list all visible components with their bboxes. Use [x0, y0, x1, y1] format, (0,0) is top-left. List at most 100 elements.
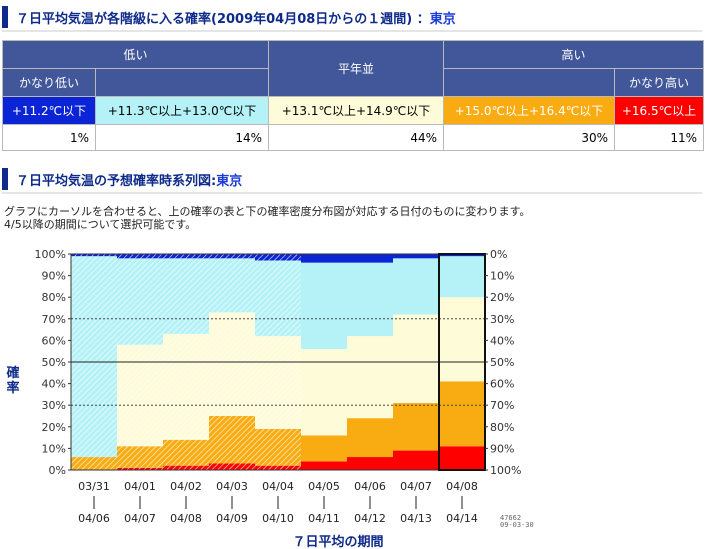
bar-segment-1-04-07 — [393, 450, 439, 470]
hatch-overlay-3-04-02 — [163, 333, 209, 440]
description-line-2: 4/5以降の期間について選択可能です。 — [4, 218, 197, 231]
period-end-label: 04/12 — [354, 512, 386, 525]
period-start-label: 03/31 — [78, 480, 110, 493]
very-high-header: かなり高い — [614, 68, 704, 97]
hatch-overlay-5-04-04 — [255, 254, 301, 261]
left-tick-label: 60% — [42, 334, 66, 347]
prob-normal: 44% — [268, 124, 444, 151]
period-end-label: 04/06 — [78, 512, 110, 525]
bar-segment-5-04-06 — [347, 254, 393, 263]
bar-segment-4-04-05 — [301, 262, 347, 350]
right-tick-label: 50% — [490, 356, 514, 369]
timeseries-header: ７日平均気温の予想確率時系列図:東京 — [2, 166, 702, 194]
prob-high: 30% — [443, 124, 615, 151]
y-axis-label: 確 — [6, 365, 19, 381]
hatch-overlay-1-04-01 — [117, 467, 163, 470]
right-tick-label: 10% — [490, 270, 514, 283]
period-end-label: 04/10 — [262, 512, 294, 525]
bar-segment-1-04-08 — [439, 446, 485, 470]
right-tick-label: 40% — [490, 334, 514, 347]
period-start-label: 04/02 — [170, 480, 202, 493]
hatch-overlay-4-04-01 — [117, 258, 163, 345]
prob-very-low: 1% — [2, 124, 96, 151]
hatch-overlay-3-04-04 — [255, 336, 301, 429]
stamp-station: 47662 — [500, 514, 521, 522]
right-tick-label: 20% — [490, 291, 514, 304]
period-start-label: 04/07 — [400, 480, 432, 493]
probability-table: 低い 平年並 高い かなり低い かなり高い +11.2℃以下 +11.3℃以上+… — [2, 40, 704, 151]
period-start-label: 04/03 — [216, 480, 248, 493]
hatch-overlay-4-04-02 — [163, 258, 209, 334]
left-tick-label: 0% — [49, 464, 66, 477]
left-tick-label: 40% — [42, 378, 66, 391]
range-very-low: +11.2℃以下 — [2, 96, 96, 125]
range-row: +11.2℃以下 +11.3℃以上+13.0℃以下 +13.1℃以上+14.9℃… — [2, 96, 704, 125]
chart-description: グラフにカーソルを合わせると、上の確率の表と下の確率密度分布図が対応する日付のも… — [4, 205, 530, 231]
hatch-overlay-2-04-03 — [209, 416, 255, 464]
hatch-overlay-2-04-02 — [163, 439, 209, 466]
timeseries-title: ７日平均気温の予想確率時系列図:東京 — [16, 174, 243, 189]
hatch-overlay-5-04-02 — [163, 254, 209, 259]
description-line-1: グラフにカーソルを合わせると、上の確率の表と下の確率密度分布図が対応する日付のも… — [4, 205, 531, 218]
left-tick-label: 20% — [42, 421, 66, 434]
bar-segment-4-04-07 — [393, 258, 439, 315]
bar-segment-2-04-06 — [347, 418, 393, 458]
hatch-overlay-4-04-03 — [209, 258, 255, 313]
left-tick-label: 70% — [42, 313, 66, 326]
bar-segment-1-04-06 — [347, 457, 393, 470]
left-tick-label: 80% — [42, 291, 66, 304]
hatch-overlay-4-03-31 — [71, 256, 117, 458]
hatch-overlay-2-04-01 — [117, 446, 163, 468]
period-end-label: 04/13 — [400, 512, 432, 525]
prob-low: 14% — [95, 124, 269, 151]
probability-row: 1% 14% 44% 30% 11% — [2, 124, 704, 151]
right-tick-label: 30% — [490, 313, 514, 326]
bar-segment-2-04-05 — [301, 435, 347, 462]
right-tick-label: 100% — [490, 464, 521, 477]
low-sub-spacer — [95, 68, 269, 97]
hatch-overlay-5-04-03 — [209, 254, 255, 259]
period-end-label: 04/11 — [308, 512, 340, 525]
left-tick-label: 30% — [42, 399, 66, 412]
period-start-label: 04/01 — [124, 480, 156, 493]
period-start-label: 04/06 — [354, 480, 386, 493]
probability-table-header: ７日平均気温が各階級に入る確率(2009年04月08日からの１週間) ：東京 — [2, 4, 702, 32]
bar-segment-5-04-08 — [439, 254, 485, 257]
bar-segment-4-04-06 — [347, 262, 393, 337]
probability-timeseries-chart[interactable]: 100% 90% 80% 70% 60% 50% 40% 30% 20% 10% 0% 0% 10% 20… — [0, 240, 705, 549]
hatch-overlay-1-04-02 — [163, 465, 209, 470]
period-start-label: 04/04 — [262, 480, 294, 493]
left-tick-label: 90% — [42, 270, 66, 283]
header-accent-bar — [2, 168, 8, 190]
right-tick-label: 90% — [490, 442, 514, 455]
hatch-overlay-2-03-31 — [71, 457, 117, 470]
hatch-overlay-5-03-31 — [71, 254, 117, 257]
range-very-high: +16.5℃以上 — [614, 96, 704, 125]
hatch-overlay-2-04-04 — [255, 428, 301, 466]
group-low-header: 低い — [2, 40, 269, 69]
bar-segment-3-04-05 — [301, 349, 347, 436]
header-accent-bar — [2, 6, 8, 28]
right-tick-label: 70% — [490, 399, 514, 412]
bar-segment-3-04-07 — [393, 314, 439, 404]
right-tick-label: 0% — [490, 248, 507, 261]
period-end-label: 04/09 — [216, 512, 248, 525]
right-tick-label: 80% — [490, 421, 514, 434]
bar-segment-5-04-05 — [301, 254, 347, 263]
range-high: +15.0℃以上+16.4℃以下 — [443, 96, 615, 125]
group-high-header: 高い — [443, 40, 704, 69]
period-end-label: 04/07 — [124, 512, 156, 525]
city-link-2[interactable]: 東京 — [216, 174, 243, 189]
period-start-label: 04/08 — [446, 480, 478, 493]
bar-segment-4-04-08 — [439, 256, 485, 298]
hatch-overlay-4-04-04 — [255, 260, 301, 337]
hatch-overlay-1-04-04 — [255, 465, 301, 470]
period-start-label: 04/05 — [308, 480, 340, 493]
bar-segment-3-04-06 — [347, 336, 393, 419]
range-normal: +13.1℃以上+14.9℃以下 — [268, 96, 444, 125]
period-end-label: 04/14 — [446, 512, 478, 525]
high-sub-spacer — [443, 68, 615, 97]
y-axis-label: 率 — [6, 380, 19, 396]
right-tick-label: 60% — [490, 378, 514, 391]
city-link[interactable]: 東京 — [429, 12, 456, 27]
